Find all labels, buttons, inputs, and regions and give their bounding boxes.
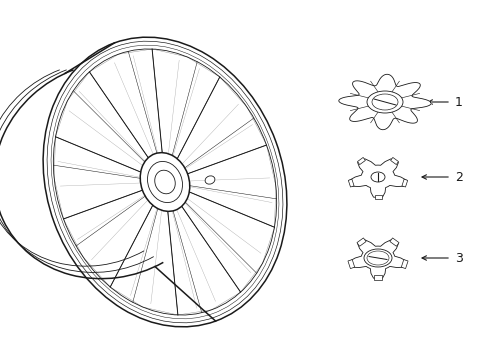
Polygon shape	[390, 157, 398, 165]
Polygon shape	[338, 74, 430, 130]
Ellipse shape	[363, 249, 391, 267]
Ellipse shape	[366, 91, 402, 113]
Text: 1: 1	[454, 95, 462, 108]
Polygon shape	[347, 260, 354, 269]
Ellipse shape	[43, 37, 286, 327]
Text: 2: 2	[454, 171, 462, 184]
Polygon shape	[374, 195, 381, 199]
Polygon shape	[389, 238, 398, 246]
Polygon shape	[357, 157, 365, 165]
Polygon shape	[373, 275, 381, 280]
Polygon shape	[349, 240, 406, 278]
Ellipse shape	[140, 153, 189, 211]
Polygon shape	[401, 260, 407, 269]
Polygon shape	[349, 159, 406, 197]
Text: 3: 3	[454, 252, 462, 265]
Polygon shape	[347, 179, 353, 187]
Polygon shape	[356, 238, 366, 246]
Polygon shape	[401, 179, 407, 187]
Ellipse shape	[204, 176, 214, 184]
